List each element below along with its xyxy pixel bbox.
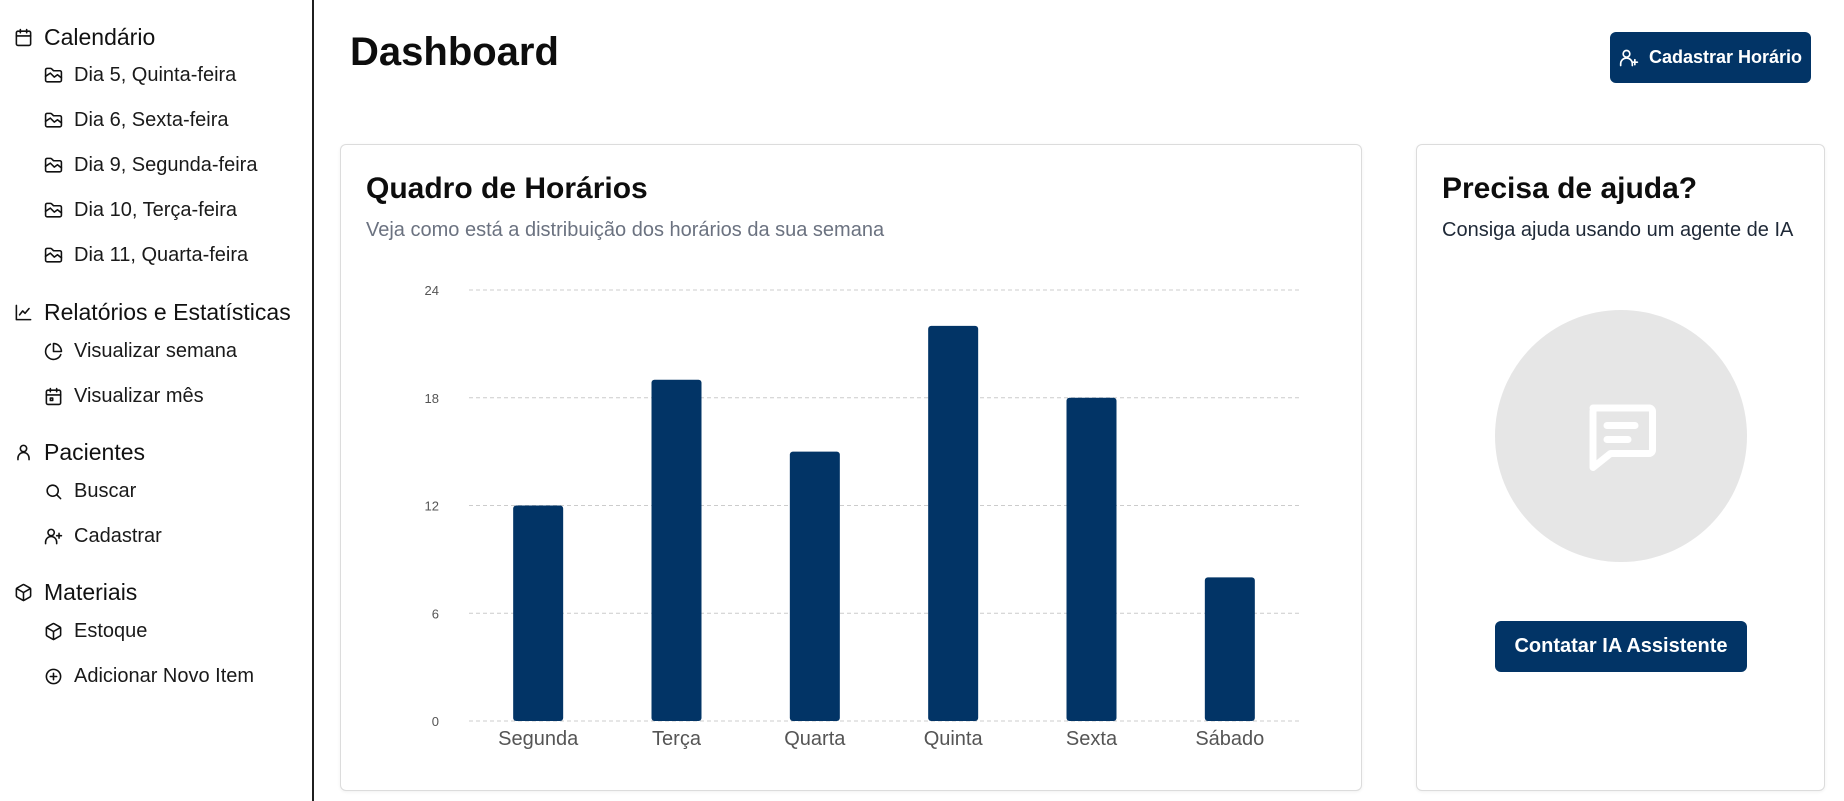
ai-assistant-avatar: [1495, 310, 1747, 562]
schedule-card: Quadro de Horários Veja como está a dist…: [340, 144, 1362, 791]
chat-message-icon: [1589, 404, 1656, 471]
package-icon: [45, 622, 62, 641]
line-chart-icon: [15, 304, 32, 321]
y-tick-label: 24: [425, 283, 439, 298]
sidebar-item-visualizar-semana[interactable]: Visualizar semana: [44, 340, 237, 363]
x-tick-label: Quinta: [924, 728, 984, 750]
pie-chart-icon: [44, 342, 63, 361]
sidebar-item-adicionar-novo-item[interactable]: Adicionar Novo Item: [44, 665, 254, 688]
x-tick-label: Segunda: [498, 728, 579, 750]
sidebar-item-label: Estoque: [74, 620, 148, 642]
help-card-title: Precisa de ajuda?: [1442, 172, 1698, 205]
package-icon: [15, 583, 32, 602]
bar-sábado[interactable]: [1204, 577, 1255, 721]
sidebar-section-materiais: Materiais: [14, 579, 137, 606]
sidebar-section-calendario: Calendário: [14, 24, 155, 51]
user-plus-icon: [44, 528, 63, 545]
sidebar-section-title: Pacientes: [44, 439, 146, 465]
page-title: Dashboard: [350, 30, 559, 74]
sidebar-item-label: Dia 11, Quarta-feira: [74, 244, 249, 266]
schedule-bar-chart: 0 6 12 18 24 Segunda Terça Quarta Quinta Sexta Sáb…: [425, 283, 1299, 750]
sidebar-item-buscar[interactable]: Buscar: [44, 480, 136, 503]
x-tick-label: Quarta: [784, 728, 846, 750]
y-tick-label: 6: [432, 606, 439, 621]
sidebar-section-title: Materiais: [44, 579, 138, 605]
bar-terça[interactable]: [651, 379, 702, 721]
folder-icon: [44, 67, 63, 83]
user-icon: [17, 444, 30, 461]
sidebar-item-dia-11[interactable]: Dia 11, Quarta-feira: [44, 244, 248, 267]
y-tick-label: 0: [432, 714, 439, 729]
sidebar-item-cadastrar[interactable]: Cadastrar: [44, 525, 162, 548]
sidebar-item-label: Visualizar mês: [74, 385, 204, 407]
contatar-ia-button[interactable]: Contatar IA Assistente: [1495, 621, 1747, 672]
y-tick-label: 12: [425, 499, 439, 514]
sidebar-item-label: Cadastrar: [74, 525, 162, 547]
bar-quarta[interactable]: [789, 451, 840, 721]
calendar-icon: [15, 28, 32, 47]
schedule-card-title: Quadro de Horários: [366, 172, 648, 205]
sidebar-item-dia-10[interactable]: Dia 10, Terça-feira: [44, 199, 237, 222]
folder-icon: [44, 247, 63, 263]
x-tick-label: Sexta: [1066, 728, 1118, 750]
sidebar-item-label: Dia 9, Segunda-feira: [74, 154, 258, 176]
sidebar-item-dia-6[interactable]: Dia 6, Sexta-feira: [44, 109, 229, 132]
sidebar-item-label: Buscar: [74, 480, 137, 502]
folder-icon: [44, 112, 63, 128]
calendar-icon: [45, 387, 62, 406]
folder-icon: [44, 202, 63, 218]
user-plus-icon: [1619, 49, 1639, 66]
sidebar-item-label: Adicionar Novo Item: [74, 665, 255, 687]
sidebar-item-label: Dia 6, Sexta-feira: [74, 109, 229, 131]
folder-icon: [44, 157, 63, 173]
sidebar-item-dia-5[interactable]: Dia 5, Quinta-feira: [44, 64, 236, 87]
plus-circle-icon: [45, 668, 62, 685]
sidebar-item-label: Dia 5, Quinta-feira: [74, 64, 237, 86]
sidebar-item-label: Visualizar semana: [74, 340, 238, 362]
x-tick-label: Sábado: [1195, 728, 1264, 750]
sidebar-item-label: Dia 10, Terça-feira: [74, 199, 238, 221]
help-card: Precisa de ajuda? Consiga ajuda usando u…: [1416, 144, 1825, 791]
search-icon: [46, 484, 62, 500]
schedule-card-subtitle: Veja como está a distribuição dos horári…: [366, 219, 885, 241]
y-tick-label: 18: [425, 391, 439, 406]
bar-sexta[interactable]: [1066, 397, 1117, 721]
sidebar-section-title: Relatórios e Estatísticas: [44, 299, 291, 325]
bar-segunda[interactable]: [513, 505, 564, 722]
sidebar-item-dia-9[interactable]: Dia 9, Segunda-feira: [44, 154, 257, 177]
sidebar-section-pacientes: Pacientes: [14, 439, 145, 466]
cadastrar-horario-button[interactable]: Cadastrar Horário: [1610, 32, 1811, 83]
help-card-subtitle: Consiga ajuda usando um agente de IA: [1442, 219, 1794, 241]
sidebar-section-title: Calendário: [44, 24, 156, 50]
bar-quinta[interactable]: [928, 325, 979, 721]
cadastrar-horario-label: Cadastrar Horário: [1648, 47, 1803, 67]
contatar-ia-label: Contatar IA Assistente: [1514, 635, 1728, 657]
sidebar: Calendário Dia 5, Quinta-feira Dia 6, Se…: [0, 0, 314, 801]
sidebar-item-visualizar-mes[interactable]: Visualizar mês: [44, 385, 204, 408]
sidebar-item-estoque[interactable]: Estoque: [44, 620, 147, 643]
x-tick-label: Terça: [652, 728, 702, 750]
sidebar-section-relatorios: Relatórios e Estatísticas: [14, 299, 291, 326]
